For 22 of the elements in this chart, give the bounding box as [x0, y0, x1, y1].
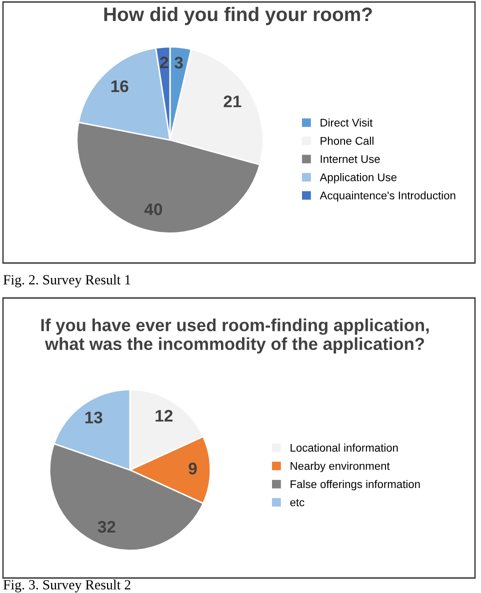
legend-label: Application Use	[320, 173, 396, 184]
legend-label: Acquaintence's Introduction	[320, 191, 456, 202]
chart-title: How did you find your room?	[104, 6, 372, 26]
legend-label: etc	[290, 499, 304, 506]
legend-label: Direct Visit	[320, 118, 373, 127]
caption: Fig. 3. Survey Result 2	[3, 580, 130, 592]
data-label: 40	[144, 203, 162, 216]
data-label: 21	[224, 96, 242, 108]
legend-label: Locational information	[290, 444, 398, 452]
legend-label: False offerings information	[290, 480, 420, 490]
data-label: 2	[160, 56, 168, 68]
data-label: 13	[85, 412, 102, 424]
data-label: 32	[98, 520, 116, 533]
data-label: 9	[188, 462, 197, 474]
data-label: 3	[174, 56, 183, 69]
chart-title: If you have ever used room-finding application, what was the incommodity of the application?	[41, 318, 429, 354]
data-label: 12	[156, 410, 173, 422]
legend-label: Nearby environment	[290, 462, 390, 472]
caption: Fig. 2. Survey Result 1	[3, 274, 130, 288]
data-label: 16	[111, 80, 128, 92]
legend-label: Phone Call	[320, 136, 374, 145]
legend-label: Internet Use	[320, 155, 380, 164]
